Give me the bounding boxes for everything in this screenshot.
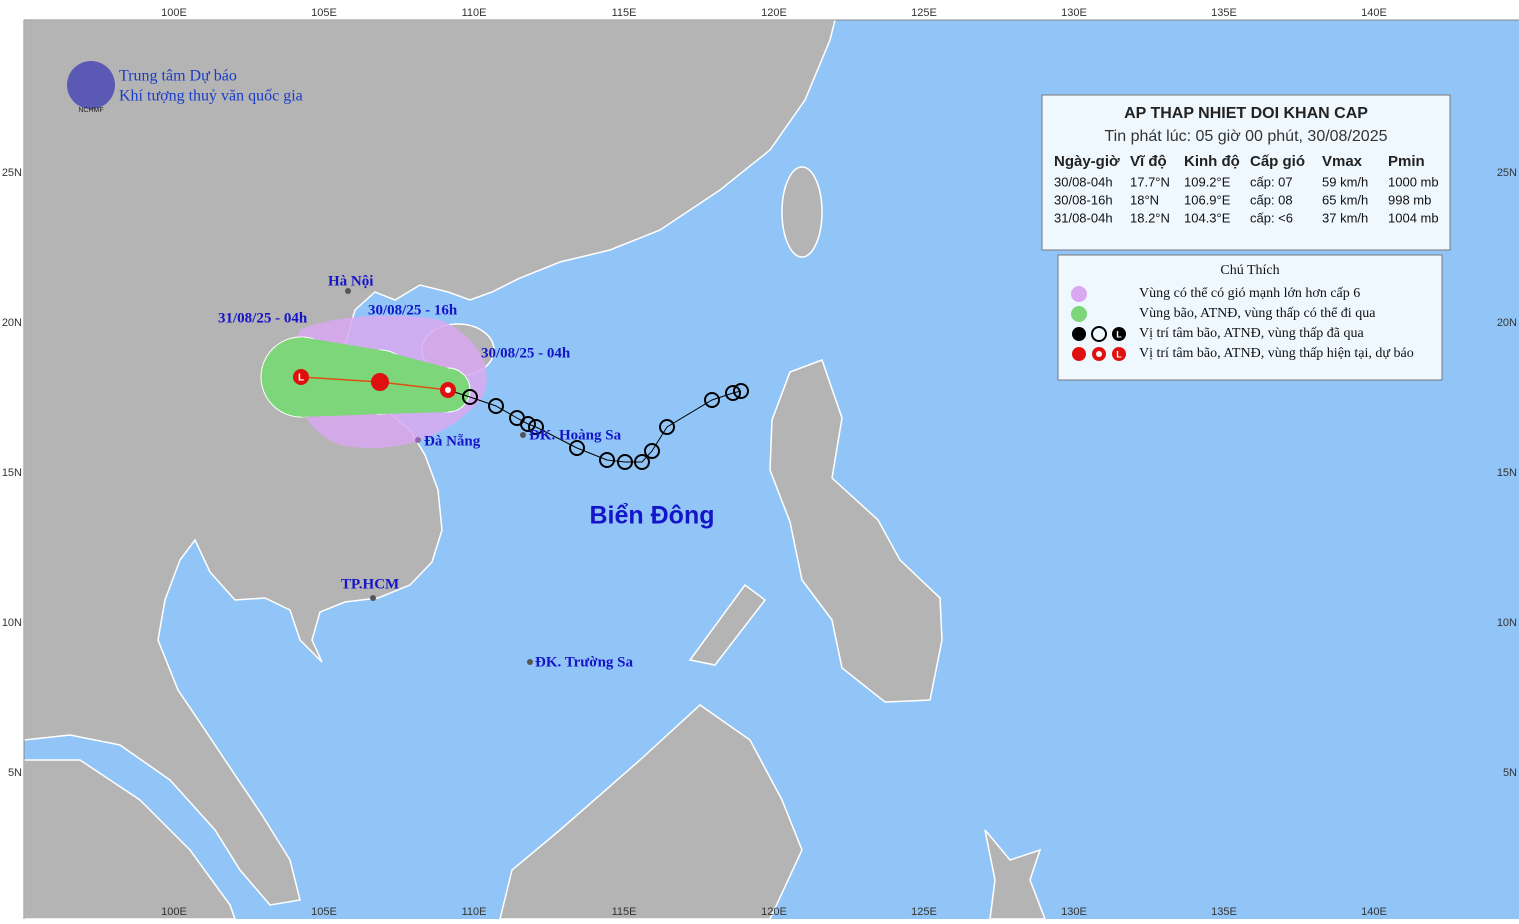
cities	[345, 288, 533, 665]
table-cell: 30/08-16h	[1054, 192, 1113, 207]
table-header: Vmax	[1322, 153, 1363, 170]
time-label: 30/08/25 - 04h	[481, 345, 571, 361]
table-header: Kinh độ	[1184, 153, 1240, 170]
lon-label: 125E	[911, 7, 937, 19]
lat-label: 5N	[8, 767, 22, 779]
lon-label: 130E	[1061, 7, 1087, 19]
island-label: ĐK. Hoàng Sa	[529, 427, 622, 443]
legend-past-icons: L	[1072, 326, 1126, 342]
logo	[67, 61, 115, 109]
table-cell: 1000 mb	[1388, 174, 1439, 189]
legend-letter: L	[1116, 349, 1122, 359]
table-cell: 30/08-04h	[1054, 174, 1113, 189]
table-cell: cấp: 07	[1250, 174, 1293, 189]
current-center-dot	[445, 387, 451, 393]
lon-label: 135E	[1211, 906, 1237, 918]
lat-label: 20N	[1497, 317, 1517, 329]
table-cell: 17.7°N	[1130, 174, 1170, 189]
time-label: 31/08/25 - 04h	[218, 310, 308, 326]
lon-label: 125E	[911, 906, 937, 918]
table-cell: 31/08-04h	[1054, 210, 1113, 225]
low-letter: L	[298, 373, 304, 384]
table-header: Pmin	[1388, 153, 1425, 170]
table-cell: 109.2°E	[1184, 174, 1231, 189]
table-cell: 37 km/h	[1322, 210, 1368, 225]
org-name: Khí tượng thuỷ văn quốc gia	[119, 88, 303, 105]
lon-label: 135E	[1211, 7, 1237, 19]
sea-label: Biển Đông	[590, 502, 715, 530]
lat-label: 15N	[2, 467, 22, 479]
table-header: Vĩ độ	[1130, 153, 1167, 170]
lon-label: 115E	[612, 906, 637, 918]
legend-current-icons: L	[1072, 347, 1126, 361]
lat-label: 20N	[2, 317, 22, 329]
bulletin-issued: Tin phát lúc: 05 giờ 00 phút, 30/08/2025	[1105, 128, 1388, 145]
table-cell: 59 km/h	[1322, 174, 1368, 189]
legend-swatch	[1071, 286, 1087, 302]
forecast-low	[293, 369, 309, 385]
lon-label: 130E	[1061, 906, 1087, 918]
lon-label: 110E	[462, 7, 487, 19]
legend-item: Vùng có thể có gió mạnh lớn hơn cấp 6	[1139, 286, 1360, 301]
legend-item: Vùng bão, ATNĐ, vùng thấp có thể đi qua	[1139, 306, 1376, 321]
table-cell: 998 mb	[1388, 192, 1431, 207]
table-cell: 18°N	[1130, 192, 1159, 207]
table-cell: cấp: <6	[1250, 210, 1293, 225]
lat-label: 10N	[2, 617, 22, 629]
lon-label: 100E	[161, 906, 187, 918]
table-cell: 18.2°N	[1130, 210, 1170, 225]
legend-letter: L	[1116, 329, 1122, 339]
lat-label: 5N	[1503, 767, 1517, 779]
lon-label: 115E	[612, 7, 637, 19]
legend-item: Vị trí tâm bão, ATNĐ, vùng thấp đã qua	[1139, 326, 1365, 341]
bulletin-title: AP THAP NHIET DOI KHAN CAP	[1124, 105, 1368, 122]
land	[23, 19, 1047, 920]
logo-text: NCHMF	[78, 107, 103, 114]
lon-label: 105E	[311, 906, 337, 918]
table-cell: 1004 mb	[1388, 210, 1439, 225]
legend-swatch	[1071, 306, 1087, 322]
bulletin-box	[1041, 94, 1451, 251]
city-label: Hà Nội	[328, 273, 373, 289]
lon-label: 140E	[1361, 906, 1387, 918]
lon-label: 110E	[462, 906, 487, 918]
org-name: Trung tâm Dự báo	[119, 68, 237, 85]
past-track	[447, 383, 749, 470]
table-cell: cấp: 08	[1250, 192, 1293, 207]
lat-label: 25N	[2, 167, 22, 179]
lon-label: 120E	[761, 7, 787, 19]
city-label: TP.HCM	[341, 576, 399, 592]
table-cell: 65 km/h	[1322, 192, 1368, 207]
table-cell: 104.3°E	[1184, 210, 1231, 225]
lon-label: 140E	[1361, 7, 1387, 19]
island-label: ĐK. Trường Sa	[535, 654, 634, 670]
time-label: 30/08/25 - 16h	[368, 302, 458, 318]
table-cell: 106.9°E	[1184, 192, 1231, 207]
lat-label: 15N	[1497, 467, 1517, 479]
lon-label: 120E	[761, 906, 787, 918]
legend-item: Vị trí tâm bão, ATNĐ, vùng thấp hiện tại…	[1139, 346, 1414, 361]
city-label: Đà Nẵng	[424, 433, 481, 449]
lon-label: 100E	[161, 7, 187, 19]
forecast-center	[371, 373, 389, 391]
legend-title: Chú Thích	[1220, 263, 1279, 278]
table-header: Ngày-giờ	[1054, 153, 1120, 170]
lat-label: 25N	[1497, 167, 1517, 179]
table-header: Cấp gió	[1250, 153, 1305, 170]
lon-label: 105E	[311, 7, 337, 19]
lat-label: 10N	[1497, 617, 1517, 629]
